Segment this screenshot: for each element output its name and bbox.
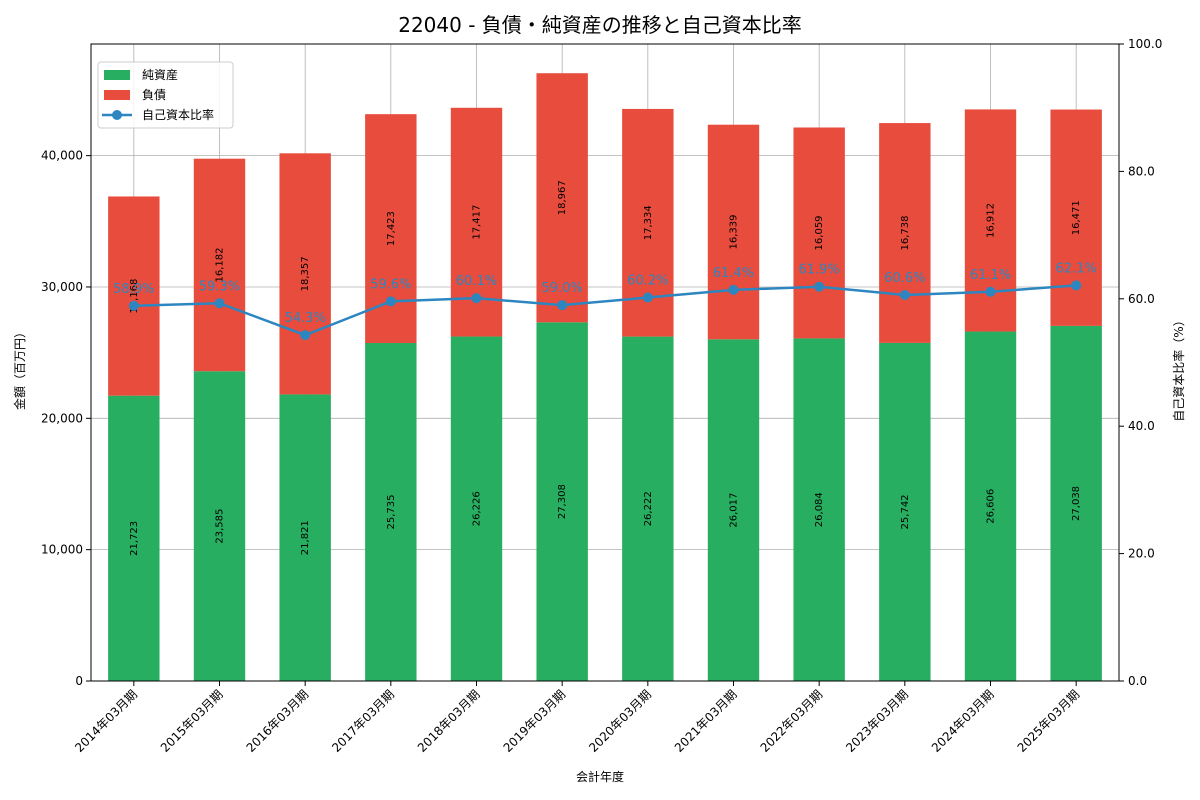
y2-tick-label: 20.0 bbox=[1128, 547, 1155, 561]
y2-tick-label: 100.0 bbox=[1128, 37, 1162, 51]
legend-swatch bbox=[104, 90, 130, 100]
bar-value-label-net-assets: 21,821 bbox=[300, 520, 311, 555]
y-axis-label: 金額（百万円） bbox=[12, 326, 27, 410]
bar-net-assets bbox=[622, 336, 674, 681]
legend-swatch bbox=[104, 70, 130, 80]
legend-entry-label: 自己資本比率 bbox=[142, 107, 214, 122]
bar-net-assets bbox=[793, 338, 845, 681]
ratio-point bbox=[471, 293, 482, 304]
bar-value-label-net-assets: 26,084 bbox=[814, 492, 825, 527]
bar-value-label-liabilities: 18,357 bbox=[300, 256, 311, 291]
ratio-line bbox=[133, 284, 1077, 337]
bar-net-assets bbox=[450, 336, 503, 681]
bar-net-assets bbox=[879, 342, 931, 681]
x-axis-label: 会計年度 bbox=[576, 769, 624, 784]
legend-entry-label: 純資産 bbox=[142, 67, 178, 82]
ratio-value-label: 59.3% bbox=[199, 279, 240, 294]
bar-liabilities bbox=[707, 124, 760, 340]
chart-title: 22040 - 負債・純資産の推移と自己資本比率 bbox=[398, 13, 802, 37]
bar-liabilities bbox=[279, 153, 331, 395]
bar-value-label-liabilities: 16,339 bbox=[729, 214, 740, 249]
y2-tick-label: 80.0 bbox=[1128, 164, 1155, 178]
ratio-point bbox=[985, 286, 996, 297]
y-tick-label: 0 bbox=[75, 674, 83, 688]
bar-liabilities bbox=[193, 158, 246, 372]
bar-value-label-net-assets: 23,585 bbox=[215, 509, 226, 544]
y-tick-label: 40,000 bbox=[41, 149, 83, 163]
y-tick-label: 20,000 bbox=[41, 411, 83, 425]
ratio-value-label: 58.9% bbox=[113, 282, 154, 297]
y-tick-label: 10,000 bbox=[41, 543, 83, 557]
bar-net-assets bbox=[365, 342, 417, 681]
ratio-point bbox=[728, 284, 739, 295]
ratio-value-label: 62.1% bbox=[1056, 261, 1097, 276]
ratio-point bbox=[642, 292, 653, 303]
bar-value-label-liabilities: 15,168 bbox=[129, 279, 140, 314]
bar-net-assets bbox=[536, 322, 588, 681]
bar-value-label-net-assets: 25,742 bbox=[900, 494, 911, 529]
bar-value-label-net-assets: 26,017 bbox=[729, 493, 740, 528]
bar-net-assets bbox=[964, 331, 1017, 681]
bar-liabilities bbox=[879, 123, 931, 343]
ratio-point bbox=[557, 300, 568, 311]
ratio-point bbox=[385, 296, 396, 307]
ratio-point bbox=[899, 289, 910, 300]
ratio-value-label: 61.4% bbox=[713, 266, 754, 281]
legend-marker bbox=[112, 110, 122, 120]
y2-tick-label: 60.0 bbox=[1128, 292, 1155, 306]
legend-entry-label: 負債 bbox=[142, 87, 166, 102]
bar-value-label-liabilities: 16,182 bbox=[215, 247, 226, 282]
bar-value-label-net-assets: 27,038 bbox=[1071, 486, 1082, 521]
ratio-value-label: 61.9% bbox=[799, 263, 840, 278]
ratio-line-layer: 58.9% 59.3% 54.3% 59.6% 60.1% 59.0% 60.2% 61.4%… bbox=[113, 261, 1097, 341]
bar-value-label-liabilities: 16,738 bbox=[900, 215, 911, 250]
y2-tick-label: 40.0 bbox=[1128, 419, 1155, 433]
ratio-point bbox=[1071, 280, 1082, 291]
ratio-point bbox=[814, 281, 825, 292]
bar-value-label-liabilities: 16,471 bbox=[1071, 200, 1082, 235]
ratio-value-label: 60.2% bbox=[627, 274, 668, 289]
bar-value-label-net-assets: 26,226 bbox=[472, 491, 483, 526]
y2-tick-label: 0.0 bbox=[1128, 674, 1147, 688]
ratio-value-label: 60.1% bbox=[456, 274, 497, 289]
bar-liabilities bbox=[108, 196, 160, 396]
bar-layer: 21,723 15,168 23,585 16,182 21,821 18,357 25,7… bbox=[108, 73, 1102, 681]
ratio-value-label: 59.0% bbox=[542, 281, 583, 296]
bar-value-label-net-assets: 26,222 bbox=[643, 491, 654, 526]
bar-value-label-liabilities: 17,423 bbox=[386, 211, 397, 246]
y2-axis-label: 自己資本比率（%） bbox=[1171, 314, 1186, 421]
y-tick-label: 30,000 bbox=[41, 280, 83, 294]
bar-liabilities bbox=[793, 127, 845, 339]
bar-value-label-net-assets: 27,308 bbox=[557, 484, 568, 519]
bar-value-label-liabilities: 17,334 bbox=[643, 205, 654, 240]
bar-net-assets bbox=[193, 371, 246, 681]
bar-liabilities bbox=[536, 73, 588, 323]
bar-value-label-net-assets: 26,606 bbox=[986, 489, 997, 524]
bar-net-assets bbox=[1050, 325, 1102, 681]
ratio-value-label: 61.1% bbox=[970, 268, 1011, 283]
ratio-point bbox=[214, 298, 225, 309]
bar-value-label-liabilities: 16,059 bbox=[814, 215, 825, 250]
bar-net-assets bbox=[279, 394, 331, 681]
bar-net-assets bbox=[707, 339, 760, 681]
bar-value-label-liabilities: 16,912 bbox=[986, 203, 997, 238]
bar-value-label-net-assets: 25,735 bbox=[386, 494, 397, 529]
bar-value-label-net-assets: 21,723 bbox=[129, 521, 140, 556]
bar-value-label-liabilities: 17,417 bbox=[472, 205, 483, 240]
bar-net-assets bbox=[108, 395, 160, 681]
bar-value-label-liabilities: 18,967 bbox=[557, 180, 568, 215]
ratio-value-label: 54.3% bbox=[285, 311, 326, 326]
legend-box bbox=[97, 61, 234, 129]
ratio-point bbox=[300, 330, 311, 341]
ratio-value-label: 60.6% bbox=[884, 271, 925, 286]
ratio-value-label: 59.6% bbox=[370, 277, 411, 292]
plot-frame bbox=[90, 43, 1120, 682]
ratio-point bbox=[128, 300, 139, 311]
